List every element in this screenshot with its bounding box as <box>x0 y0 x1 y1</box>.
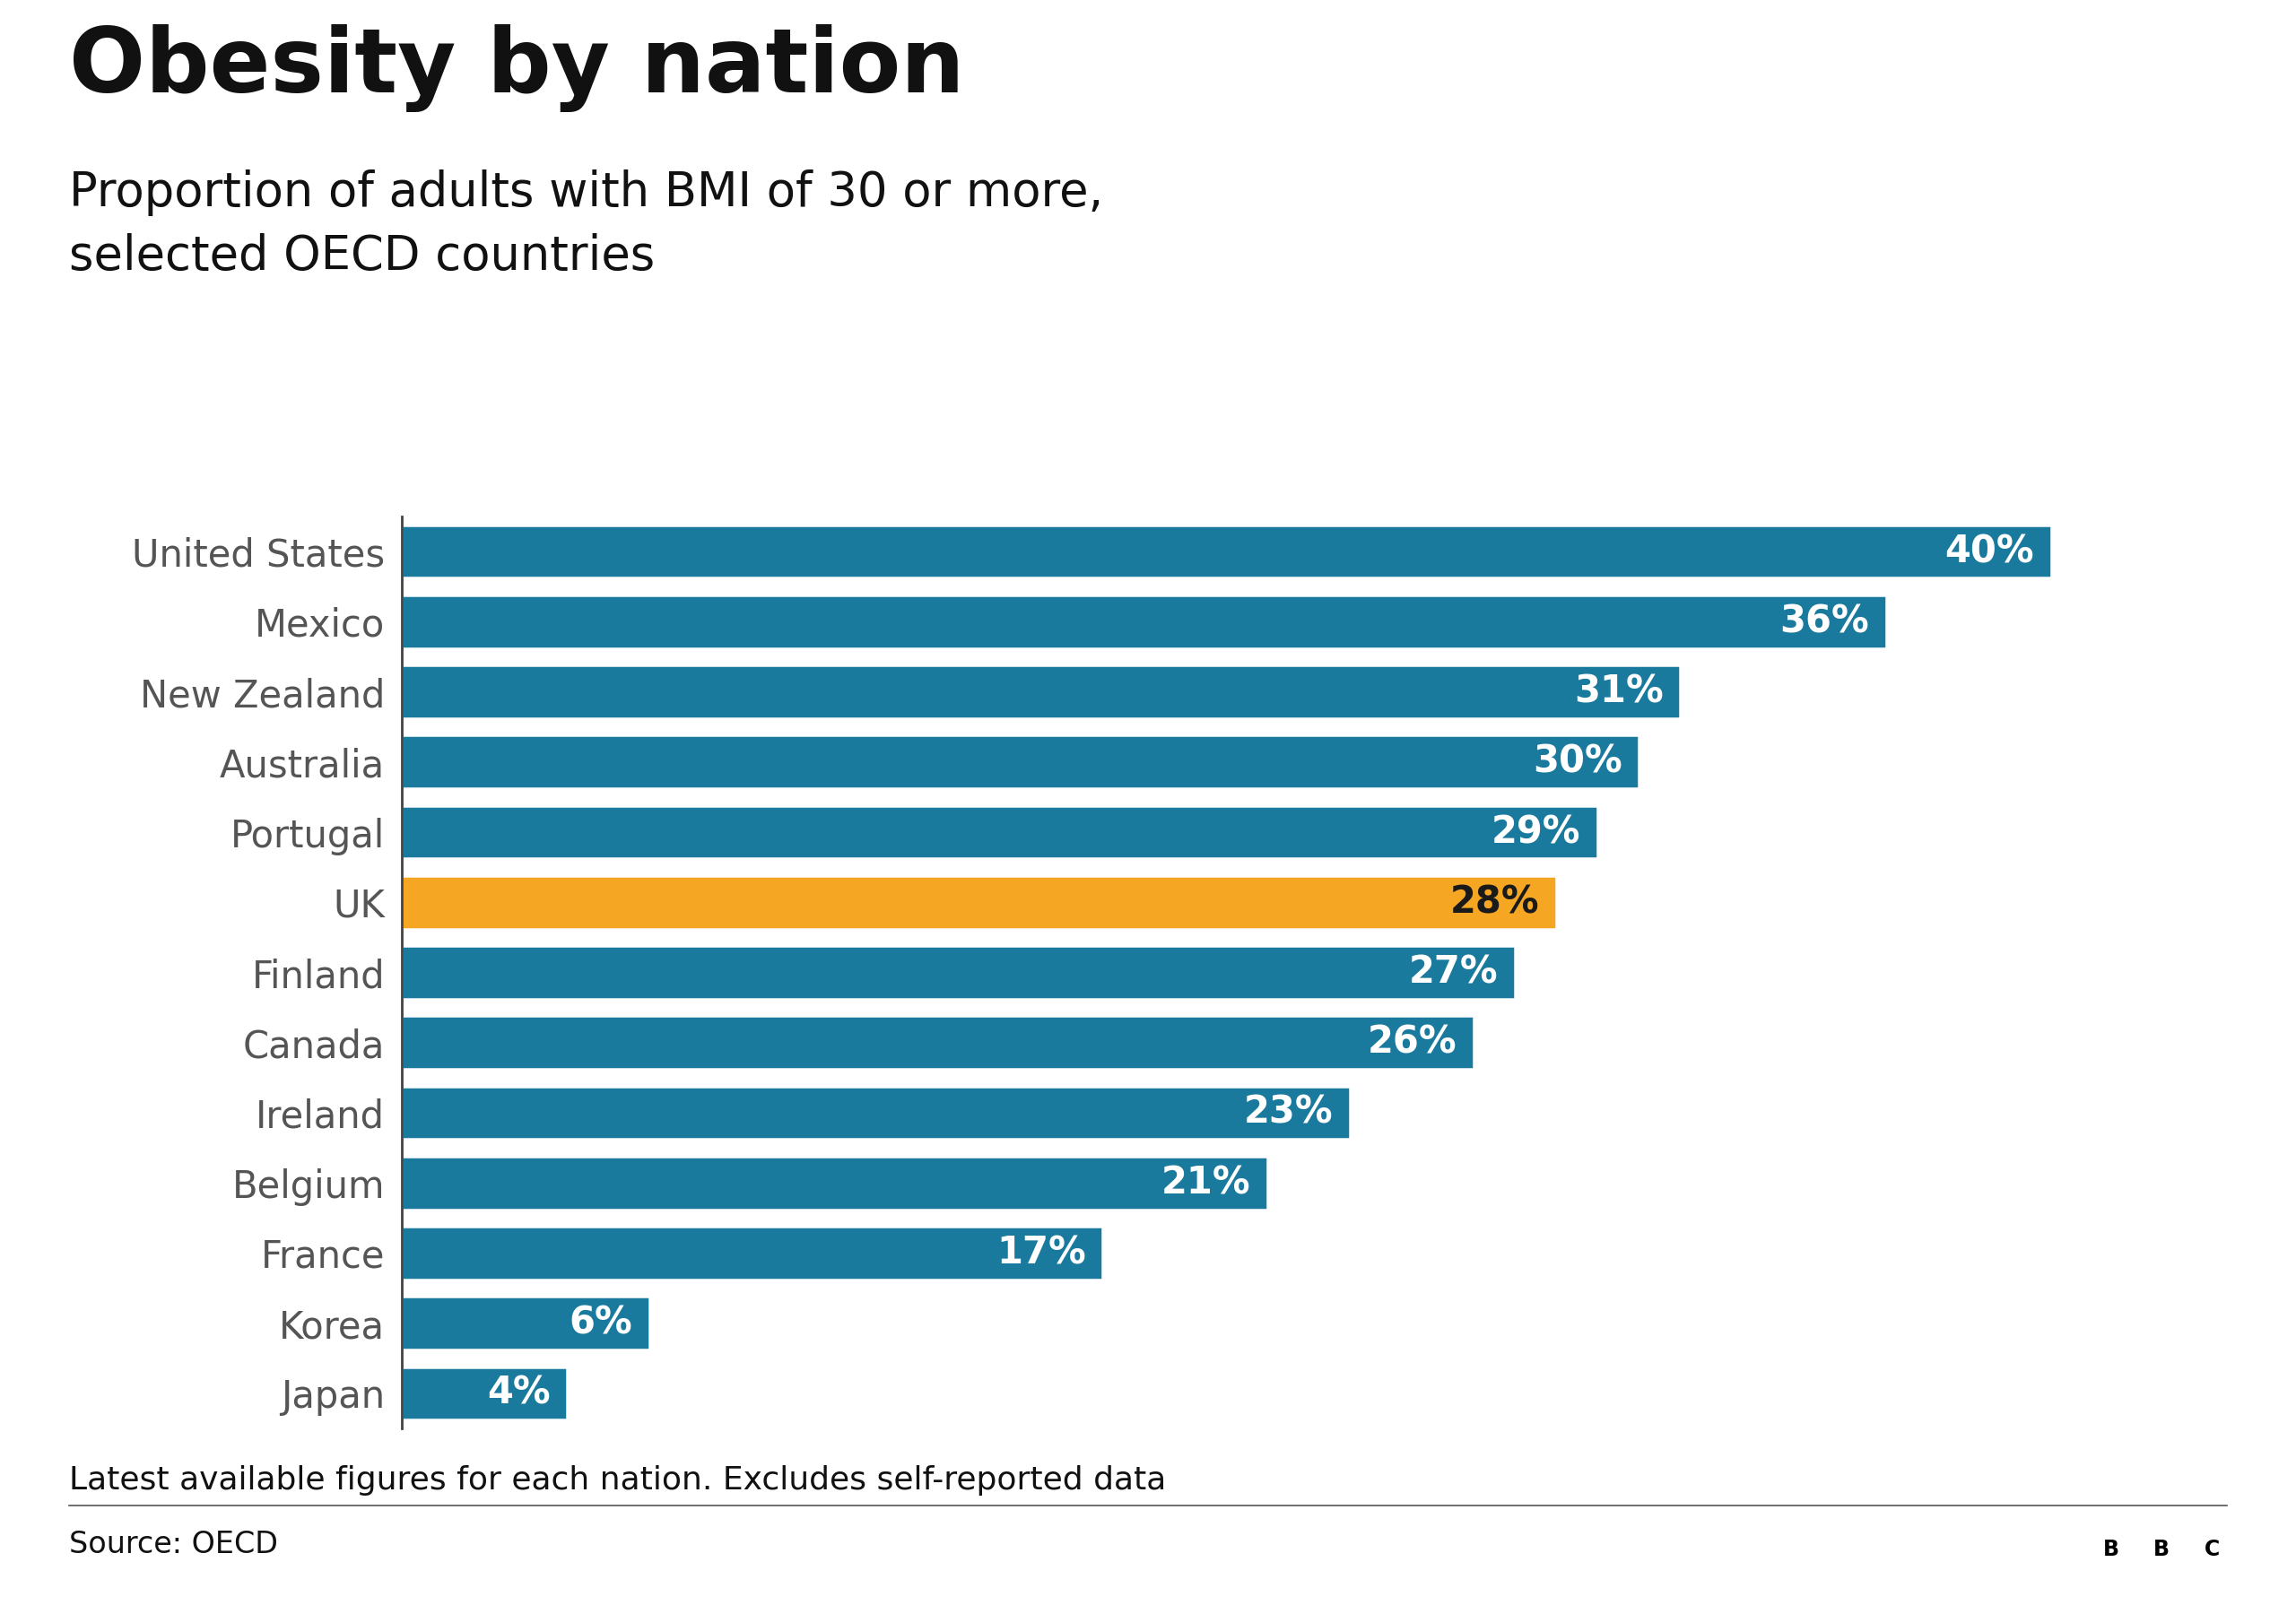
Text: 26%: 26% <box>1368 1023 1458 1062</box>
Text: B: B <box>2154 1538 2170 1561</box>
FancyBboxPatch shape <box>2190 1520 2234 1578</box>
Bar <box>402 1298 650 1349</box>
Bar <box>402 876 1557 928</box>
Bar <box>402 736 1639 788</box>
Bar <box>402 665 1681 718</box>
Text: 27%: 27% <box>1410 954 1499 991</box>
Text: Latest available figures for each nation. Excludes self-reported data: Latest available figures for each nation… <box>69 1466 1166 1496</box>
Text: Obesity by nation: Obesity by nation <box>69 24 964 111</box>
Text: 36%: 36% <box>1779 604 1869 641</box>
Text: 40%: 40% <box>1945 533 2034 570</box>
Bar <box>402 946 1515 999</box>
Bar <box>402 1086 1350 1139</box>
Text: 6%: 6% <box>569 1304 634 1341</box>
Text: 31%: 31% <box>1573 673 1662 710</box>
Text: 21%: 21% <box>1162 1164 1251 1202</box>
Text: Source: OECD: Source: OECD <box>69 1530 278 1559</box>
Text: 4%: 4% <box>487 1375 551 1412</box>
Bar <box>402 596 1885 647</box>
Text: 29%: 29% <box>1492 813 1582 851</box>
Text: 23%: 23% <box>1244 1094 1334 1131</box>
Bar <box>402 1227 1102 1280</box>
Bar <box>402 1367 567 1420</box>
Bar <box>402 525 2050 578</box>
Text: 17%: 17% <box>996 1235 1086 1272</box>
FancyBboxPatch shape <box>2140 1520 2183 1578</box>
Text: C: C <box>2204 1538 2220 1561</box>
Bar <box>402 805 1598 859</box>
Text: B: B <box>2103 1538 2119 1561</box>
Bar <box>402 1157 1267 1209</box>
Text: 28%: 28% <box>1451 883 1541 922</box>
Text: 30%: 30% <box>1531 742 1621 781</box>
FancyBboxPatch shape <box>2089 1520 2133 1578</box>
Text: Proportion of adults with BMI of 30 or more,
selected OECD countries: Proportion of adults with BMI of 30 or m… <box>69 169 1102 279</box>
Bar <box>402 1017 1474 1068</box>
